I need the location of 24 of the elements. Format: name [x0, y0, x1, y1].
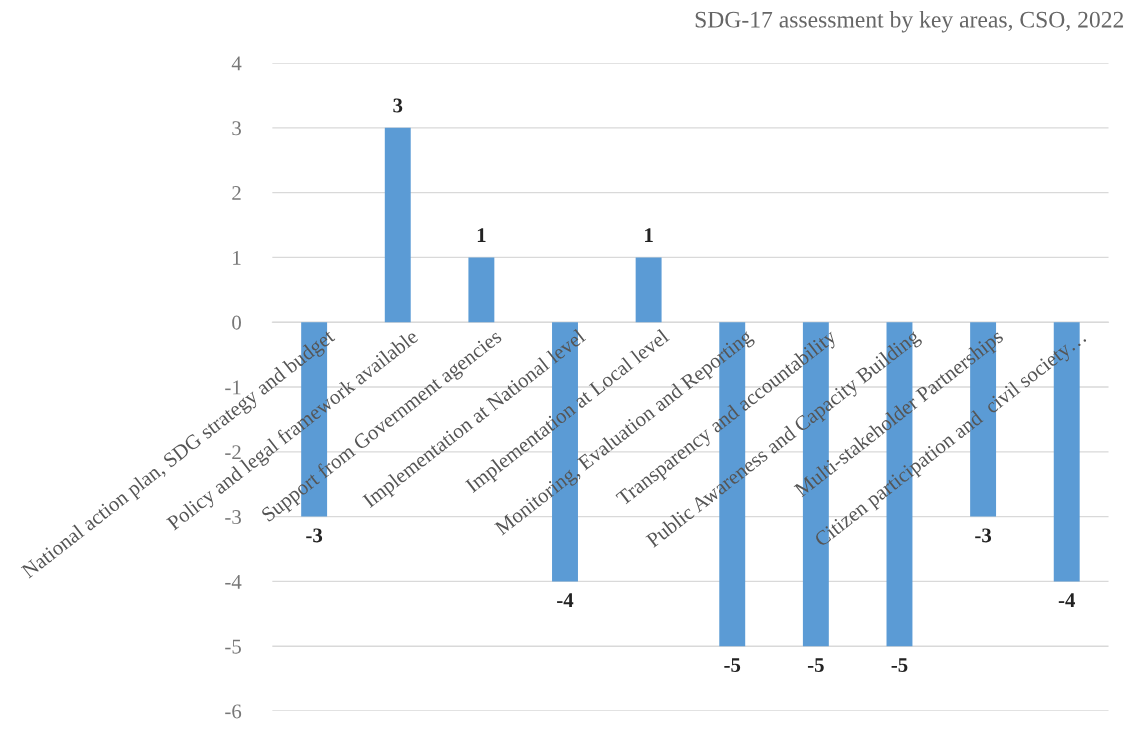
y-tick-label: -2: [225, 445, 241, 460]
data-label: -3: [306, 528, 323, 543]
data-label: -3: [975, 528, 992, 543]
y-tick-label: -6: [225, 704, 242, 719]
chart-title: SDG-17 assessment by key areas, CSO, 2022: [695, 10, 1124, 33]
y-tick-label: 1: [233, 250, 241, 265]
data-label: -5: [724, 658, 741, 672]
data-label: -5: [807, 658, 824, 672]
data-label: 3: [393, 98, 403, 113]
bar: [384, 127, 411, 323]
y-tick-label: -5: [225, 639, 241, 654]
data-label: 1: [645, 228, 653, 242]
bar: [635, 257, 662, 323]
bar: [468, 257, 495, 323]
data-label: -5: [891, 658, 908, 672]
y-tick-label: 2: [232, 186, 241, 200]
y-tick-label: 3: [232, 121, 241, 136]
data-label: -4: [1058, 593, 1076, 607]
y-tick-label: -3: [225, 510, 241, 525]
y-tick-label: 0: [232, 315, 241, 330]
y-tick-label: 4: [231, 56, 242, 71]
y-tick-label: -4: [225, 574, 242, 589]
data-label: 1: [477, 228, 486, 242]
data-label: -4: [557, 593, 574, 607]
